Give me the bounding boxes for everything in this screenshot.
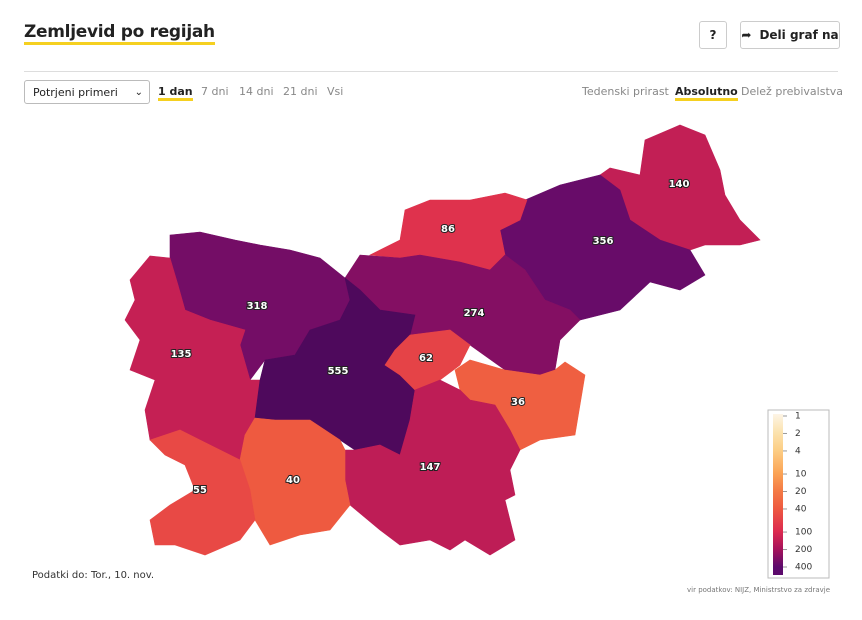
- share-button[interactable]: ➦ Deli graf na: [740, 21, 840, 49]
- share-label: Deli graf na: [759, 28, 839, 42]
- legend-tick-label: 40: [795, 504, 807, 514]
- mode-tab[interactable]: Delež prebivalstva: [741, 85, 844, 98]
- region-label: 135: [171, 349, 192, 360]
- chevron: ⌄: [134, 86, 143, 98]
- region-label: 147: [420, 462, 441, 473]
- region-label: 555: [328, 366, 349, 377]
- measure-select[interactable]: Potrjeni primeri ⌄: [24, 80, 150, 104]
- region-label: 140: [669, 179, 690, 190]
- divider: [24, 71, 838, 72]
- data-date: Podatki do: Tor., 10. nov.: [32, 570, 155, 581]
- period-tab[interactable]: 21 dni: [283, 85, 318, 98]
- region: [149, 429, 256, 556]
- measure-label: Potrjeni primeri: [33, 85, 118, 99]
- region-label: 40: [286, 475, 300, 486]
- region-label: 62: [419, 353, 433, 364]
- region-label: 55: [193, 485, 207, 496]
- mode-tab[interactable]: Absolutno: [675, 85, 738, 101]
- region-label: 318: [247, 301, 268, 312]
- share-icon: ➦: [741, 28, 752, 42]
- legend-tick-label: 200: [795, 545, 812, 555]
- legend-tick-label: 20: [795, 487, 807, 497]
- region-label: 86: [441, 224, 455, 235]
- mode-tab[interactable]: Tedenski prirast: [582, 85, 669, 98]
- legend-tick-label: 2: [795, 429, 801, 439]
- region: [344, 379, 521, 556]
- region-label: 356: [593, 236, 614, 247]
- period-tab[interactable]: Vsi: [327, 85, 344, 98]
- legend-tick-label: 1: [795, 412, 801, 422]
- source: vir podatkov: NIJZ, Ministrstvo za zdrav…: [687, 586, 830, 594]
- legend-tick-label: 100: [795, 528, 812, 538]
- region-label: 274: [464, 308, 485, 319]
- legend-tick-label: 10: [795, 470, 807, 480]
- help-button[interactable]: ?: [699, 21, 727, 49]
- title: Zemljevid po regijah: [24, 22, 215, 45]
- region: [384, 329, 471, 391]
- period-tab[interactable]: 7 dni: [201, 85, 229, 98]
- legend-tick-label: 400: [795, 563, 812, 573]
- legend-bar: [773, 414, 783, 575]
- period-tab[interactable]: 1 dan: [158, 85, 193, 101]
- legend-tick-label: 4: [795, 446, 801, 456]
- region-label: 36: [511, 397, 525, 408]
- period-tab[interactable]: 14 dni: [239, 85, 274, 98]
